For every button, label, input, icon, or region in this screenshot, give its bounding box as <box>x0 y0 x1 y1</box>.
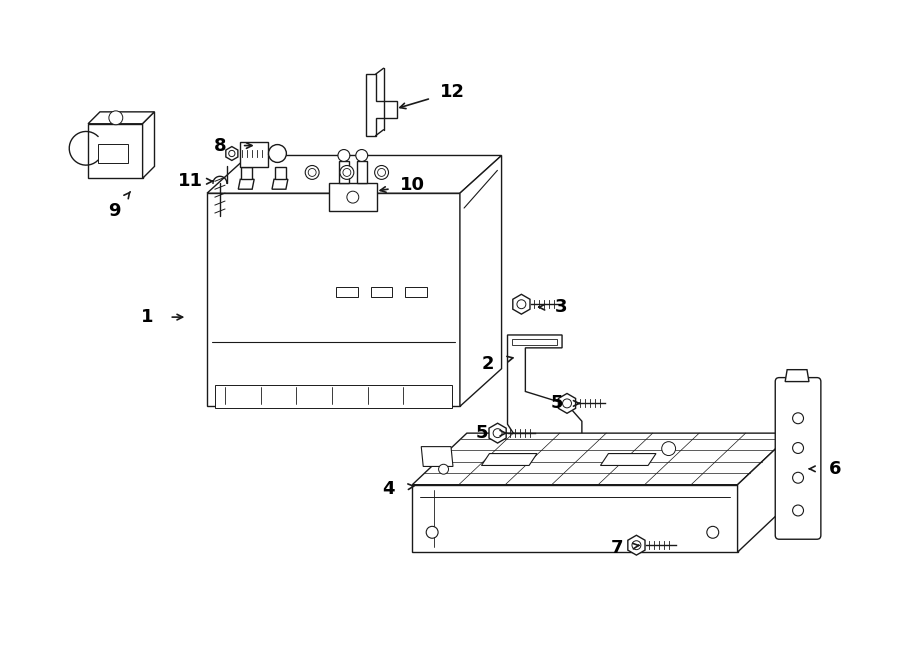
Polygon shape <box>88 124 142 178</box>
Polygon shape <box>482 453 537 465</box>
Polygon shape <box>785 369 809 381</box>
Bar <box>512 339 557 345</box>
Polygon shape <box>215 385 452 408</box>
Text: 8: 8 <box>213 136 226 154</box>
Circle shape <box>793 443 804 453</box>
Text: 12: 12 <box>439 83 464 101</box>
Text: 6: 6 <box>829 460 841 478</box>
Bar <box>371 287 392 297</box>
Polygon shape <box>412 485 738 552</box>
Circle shape <box>493 429 502 438</box>
Polygon shape <box>513 295 530 314</box>
Circle shape <box>268 144 286 162</box>
Circle shape <box>793 505 804 516</box>
Polygon shape <box>600 453 656 465</box>
Polygon shape <box>226 146 238 160</box>
Circle shape <box>340 166 354 179</box>
Polygon shape <box>421 447 453 467</box>
Circle shape <box>346 191 359 203</box>
Circle shape <box>427 526 438 538</box>
Circle shape <box>356 150 368 162</box>
Circle shape <box>517 300 526 308</box>
Circle shape <box>305 166 320 179</box>
Polygon shape <box>88 112 155 124</box>
Polygon shape <box>508 335 582 457</box>
Bar <box>98 144 128 164</box>
Polygon shape <box>238 179 254 189</box>
Circle shape <box>229 150 235 157</box>
Text: 1: 1 <box>141 308 154 326</box>
Polygon shape <box>241 167 252 179</box>
Ellipse shape <box>472 355 494 367</box>
Bar <box>336 287 358 297</box>
Polygon shape <box>142 112 155 178</box>
Circle shape <box>438 464 448 474</box>
Circle shape <box>793 472 804 483</box>
Text: 5: 5 <box>475 424 488 442</box>
Circle shape <box>338 150 350 162</box>
Circle shape <box>378 168 385 176</box>
Polygon shape <box>558 393 576 413</box>
Polygon shape <box>489 423 506 443</box>
Text: 7: 7 <box>610 539 623 557</box>
Polygon shape <box>207 156 501 193</box>
Circle shape <box>109 111 122 124</box>
Polygon shape <box>365 74 398 136</box>
Polygon shape <box>329 183 376 211</box>
Polygon shape <box>339 162 349 183</box>
Ellipse shape <box>472 237 494 249</box>
Text: 3: 3 <box>554 298 567 316</box>
Polygon shape <box>460 156 501 406</box>
Circle shape <box>793 413 804 424</box>
Text: 5: 5 <box>551 395 563 412</box>
Circle shape <box>632 541 641 549</box>
Polygon shape <box>272 179 288 189</box>
Polygon shape <box>239 142 267 167</box>
Text: 4: 4 <box>382 480 395 498</box>
Circle shape <box>308 168 316 176</box>
Polygon shape <box>738 433 792 552</box>
Bar <box>405 287 428 297</box>
Circle shape <box>706 526 719 538</box>
Circle shape <box>343 168 351 176</box>
Polygon shape <box>412 433 792 485</box>
Circle shape <box>562 399 572 408</box>
Polygon shape <box>207 193 460 406</box>
Circle shape <box>662 442 676 455</box>
Polygon shape <box>356 162 366 183</box>
Ellipse shape <box>472 297 494 308</box>
Text: 2: 2 <box>482 355 494 373</box>
FancyBboxPatch shape <box>775 377 821 540</box>
Circle shape <box>374 166 389 179</box>
Text: 10: 10 <box>400 176 425 194</box>
Text: 9: 9 <box>109 202 122 220</box>
Polygon shape <box>628 536 645 555</box>
Polygon shape <box>275 167 286 179</box>
Text: 11: 11 <box>177 172 202 190</box>
